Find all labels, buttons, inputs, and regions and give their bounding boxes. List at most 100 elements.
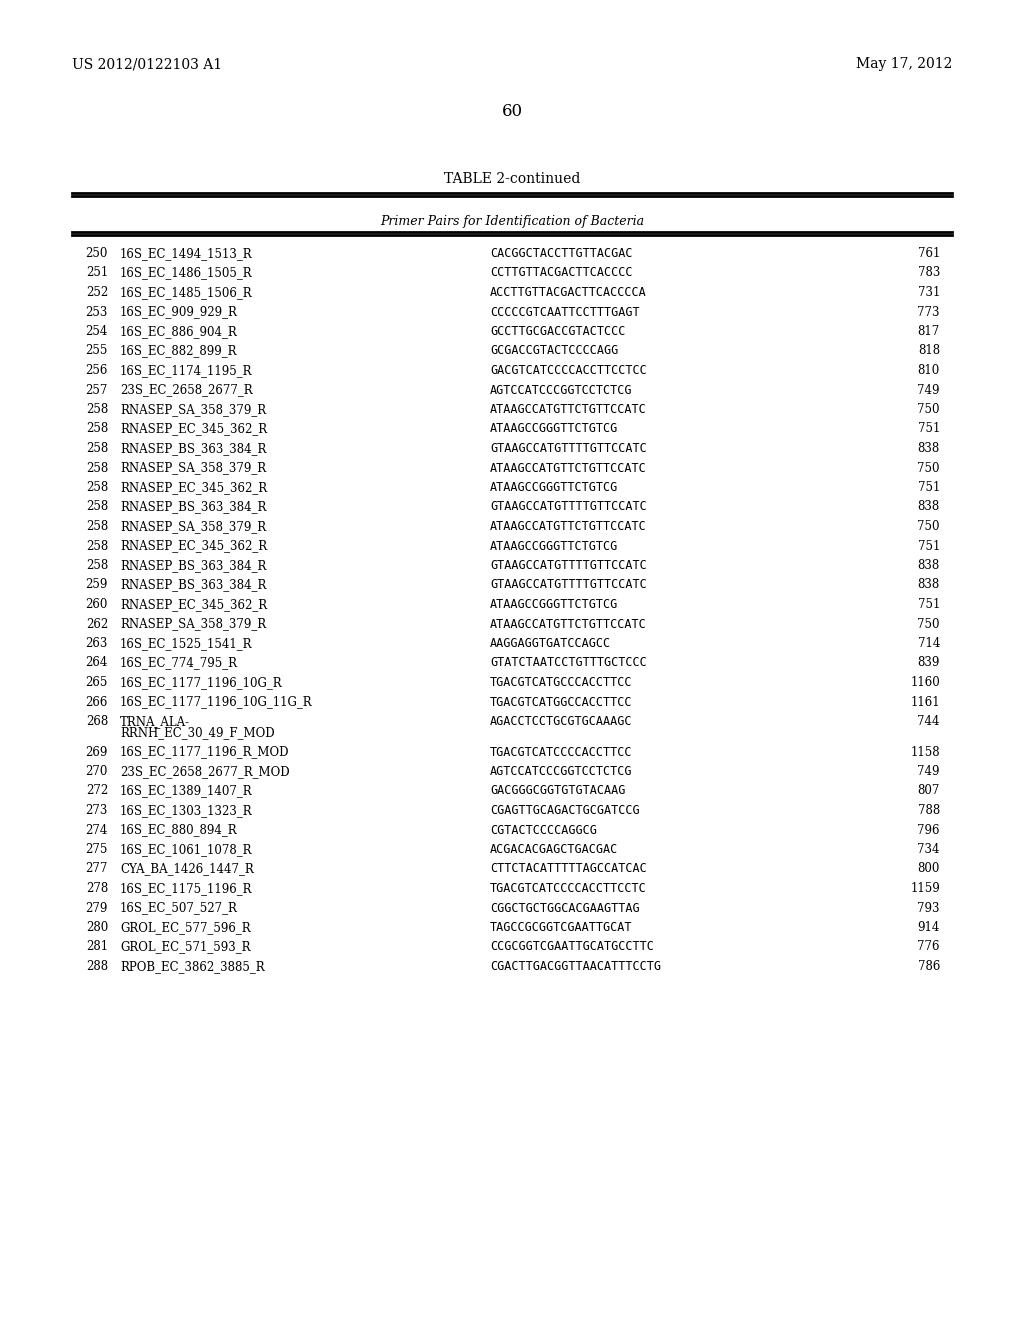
Text: 796: 796 [918,824,940,837]
Text: 280: 280 [86,921,108,935]
Text: ATAAGCCATGTTCTGTTCCATC: ATAAGCCATGTTCTGTTCCATC [490,403,647,416]
Text: RPOB_EC_3862_3885_R: RPOB_EC_3862_3885_R [120,960,264,973]
Text: 783: 783 [918,267,940,280]
Text: AAGGAGGTGATCCAGCC: AAGGAGGTGATCCAGCC [490,638,611,649]
Text: RNASEP_EC_345_362_R: RNASEP_EC_345_362_R [120,598,267,611]
Text: 16S_EC_1494_1513_R: 16S_EC_1494_1513_R [120,247,253,260]
Text: GROL_EC_577_596_R: GROL_EC_577_596_R [120,921,251,935]
Text: 257: 257 [86,384,108,396]
Text: CACGGCTACCTTGTTACGAC: CACGGCTACCTTGTTACGAC [490,247,633,260]
Text: 250: 250 [86,247,108,260]
Text: 272: 272 [86,784,108,797]
Text: 16S_EC_1175_1196_R: 16S_EC_1175_1196_R [120,882,253,895]
Text: 281: 281 [86,940,108,953]
Text: 269: 269 [86,746,108,759]
Text: 776: 776 [918,940,940,953]
Text: 734: 734 [918,843,940,855]
Text: ATAAGCCATGTTCTGTTCCATC: ATAAGCCATGTTCTGTTCCATC [490,618,647,631]
Text: RNASEP_EC_345_362_R: RNASEP_EC_345_362_R [120,480,267,494]
Text: 258: 258 [86,480,108,494]
Text: 751: 751 [918,540,940,553]
Text: GACGTCATCCCCACCTTCCTCC: GACGTCATCCCCACCTTCCTCC [490,364,647,378]
Text: GROL_EC_571_593_R: GROL_EC_571_593_R [120,940,251,953]
Text: 288: 288 [86,960,108,973]
Text: ATAAGCCATGTTCTGTTCCATC: ATAAGCCATGTTCTGTTCCATC [490,520,647,533]
Text: 258: 258 [86,558,108,572]
Text: 810: 810 [918,364,940,378]
Text: 16S_EC_774_795_R: 16S_EC_774_795_R [120,656,238,669]
Text: 16S_EC_880_894_R: 16S_EC_880_894_R [120,824,238,837]
Text: 793: 793 [918,902,940,915]
Text: 259: 259 [86,578,108,591]
Text: GTAAGCCATGTTTTGTTCCATC: GTAAGCCATGTTTTGTTCCATC [490,558,647,572]
Text: 800: 800 [918,862,940,875]
Text: RNASEP_SA_358_379_R: RNASEP_SA_358_379_R [120,403,266,416]
Text: ATAAGCCGGGTTCTGTCG: ATAAGCCGGGTTCTGTCG [490,422,618,436]
Text: 773: 773 [918,305,940,318]
Text: 252: 252 [86,286,108,300]
Text: 258: 258 [86,540,108,553]
Text: RNASEP_EC_345_362_R: RNASEP_EC_345_362_R [120,540,267,553]
Text: 258: 258 [86,500,108,513]
Text: 818: 818 [918,345,940,358]
Text: 263: 263 [86,638,108,649]
Text: 277: 277 [86,862,108,875]
Text: TABLE 2-continued: TABLE 2-continued [443,172,581,186]
Text: 749: 749 [918,766,940,777]
Text: 714: 714 [918,638,940,649]
Text: 751: 751 [918,422,940,436]
Text: US 2012/0122103 A1: US 2012/0122103 A1 [72,57,222,71]
Text: 279: 279 [86,902,108,915]
Text: 731: 731 [918,286,940,300]
Text: 268: 268 [86,715,108,729]
Text: 266: 266 [86,696,108,709]
Text: 751: 751 [918,598,940,611]
Text: 270: 270 [86,766,108,777]
Text: Primer Pairs for Identification of Bacteria: Primer Pairs for Identification of Bacte… [380,215,644,228]
Text: 16S_EC_1485_1506_R: 16S_EC_1485_1506_R [120,286,253,300]
Text: 262: 262 [86,618,108,631]
Text: 838: 838 [918,558,940,572]
Text: 16S_EC_1177_1196_10G_R: 16S_EC_1177_1196_10G_R [120,676,283,689]
Text: 23S_EC_2658_2677_R: 23S_EC_2658_2677_R [120,384,253,396]
Text: RNASEP_BS_363_384_R: RNASEP_BS_363_384_R [120,558,266,572]
Text: 16S_EC_909_929_R: 16S_EC_909_929_R [120,305,238,318]
Text: GTAAGCCATGTTTTGTTCCATC: GTAAGCCATGTTTTGTTCCATC [490,578,647,591]
Text: 1159: 1159 [910,882,940,895]
Text: 1161: 1161 [910,696,940,709]
Text: TGACGTCATCCCCACCTTCC: TGACGTCATCCCCACCTTCC [490,746,633,759]
Text: 16S_EC_1177_1196_10G_11G_R: 16S_EC_1177_1196_10G_11G_R [120,696,312,709]
Text: 914: 914 [918,921,940,935]
Text: 750: 750 [918,618,940,631]
Text: 750: 750 [918,520,940,533]
Text: RNASEP_SA_358_379_R: RNASEP_SA_358_379_R [120,520,266,533]
Text: RNASEP_BS_363_384_R: RNASEP_BS_363_384_R [120,500,266,513]
Text: 256: 256 [86,364,108,378]
Text: 1158: 1158 [910,746,940,759]
Text: 749: 749 [918,384,940,396]
Text: 253: 253 [86,305,108,318]
Text: 16S_EC_507_527_R: 16S_EC_507_527_R [120,902,238,915]
Text: 23S_EC_2658_2677_R_MOD: 23S_EC_2658_2677_R_MOD [120,766,290,777]
Text: 16S_EC_1177_1196_R_MOD: 16S_EC_1177_1196_R_MOD [120,746,290,759]
Text: 16S_EC_1303_1323_R: 16S_EC_1303_1323_R [120,804,253,817]
Text: TRNA_ALA-: TRNA_ALA- [120,715,190,729]
Text: 1160: 1160 [910,676,940,689]
Text: CGTACTCCCCAGGCG: CGTACTCCCCAGGCG [490,824,597,837]
Text: 744: 744 [918,715,940,729]
Text: TGACGTCATGGCCACCTTCC: TGACGTCATGGCCACCTTCC [490,696,633,709]
Text: RRNH_EC_30_49_F_MOD: RRNH_EC_30_49_F_MOD [120,726,274,739]
Text: AGACCTCCTGCGTGCAAAGC: AGACCTCCTGCGTGCAAAGC [490,715,633,729]
Text: GTAAGCCATGTTTTGTTCCATC: GTAAGCCATGTTTTGTTCCATC [490,442,647,455]
Text: ACCTTGTTACGACTTCACCCCA: ACCTTGTTACGACTTCACCCCA [490,286,647,300]
Text: 260: 260 [86,598,108,611]
Text: RNASEP_BS_363_384_R: RNASEP_BS_363_384_R [120,442,266,455]
Text: AGTCCATCCCGGTCCTCTCG: AGTCCATCCCGGTCCTCTCG [490,766,633,777]
Text: AGTCCATCCCGGTCCTCTCG: AGTCCATCCCGGTCCTCTCG [490,384,633,396]
Text: 16S_EC_1174_1195_R: 16S_EC_1174_1195_R [120,364,253,378]
Text: 788: 788 [918,804,940,817]
Text: 751: 751 [918,480,940,494]
Text: 16S_EC_882_899_R: 16S_EC_882_899_R [120,345,238,358]
Text: 258: 258 [86,403,108,416]
Text: 275: 275 [86,843,108,855]
